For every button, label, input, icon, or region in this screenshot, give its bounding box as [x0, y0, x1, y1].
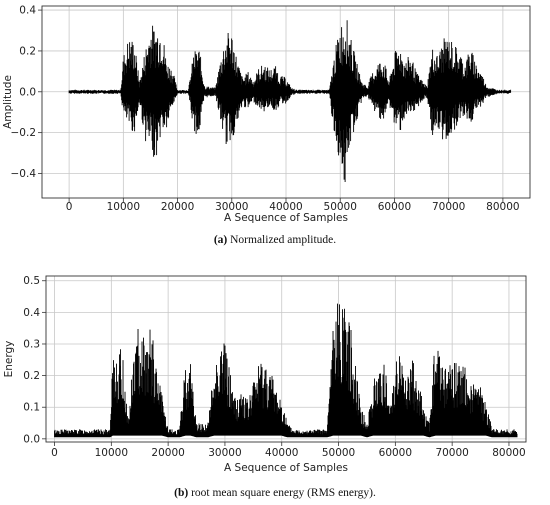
x-tick-label: 10000 — [107, 201, 140, 213]
axes-frame — [45, 275, 527, 443]
signal-series — [54, 303, 518, 438]
x-tick-label: 50000 — [324, 201, 357, 213]
plot-area: 0 10000 20000 30000 40000 50000 60000 70000 8000… — [2, 5, 531, 224]
caption-a-tag: (a) — [213, 234, 228, 246]
x-tick-label: 60000 — [379, 447, 412, 459]
y-tick-label: −0.4 — [11, 168, 37, 180]
y-tick-label: 0.0 — [23, 433, 40, 445]
x-tick-label: 20000 — [161, 201, 194, 213]
x-tick-label: 10000 — [95, 447, 128, 459]
caption-b-text: root mean square energy (RMS energy). — [188, 487, 376, 499]
amplitude-chart: 0 10000 20000 30000 40000 50000 60000 70000 8000… — [2, 5, 531, 224]
x-tick-label: 30000 — [208, 447, 241, 459]
caption-b: (b) root mean square energy (RMS energy)… — [0, 487, 550, 499]
x-tick-label: 50000 — [322, 447, 355, 459]
x-axis-label: A Sequence of Samples — [224, 212, 348, 224]
caption-a-text: Normalized amplitude. — [227, 234, 337, 246]
y-axis-label: Amplitude — [2, 75, 14, 129]
y-axis-label: Energy — [3, 341, 15, 378]
x-tick-label: 80000 — [492, 447, 525, 459]
y-tick-label: 0.4 — [19, 5, 36, 17]
x-tick-label: 40000 — [265, 447, 298, 459]
y-tick-label: 0.3 — [23, 338, 40, 350]
y-tick-label: 0.4 — [23, 307, 40, 319]
y-tick-label: −0.2 — [11, 127, 37, 139]
caption-b-tag: (b) — [174, 487, 189, 499]
x-tick-label: 30000 — [215, 201, 248, 213]
y-tick-label: 0.1 — [23, 402, 40, 414]
x-tick-label: 70000 — [432, 201, 465, 213]
x-tick-label: 60000 — [378, 201, 411, 213]
x-tick-label: 80000 — [486, 201, 519, 213]
x-tick-label: 0 — [66, 201, 73, 213]
energy-chart: 0 10000 20000 30000 40000 50000 60000 70000 8000… — [3, 275, 527, 474]
signal-series — [68, 20, 512, 183]
y-tick-label: 0.2 — [23, 370, 40, 382]
x-tick-label: 70000 — [435, 447, 468, 459]
y-tick-label: 0.2 — [19, 45, 36, 57]
y-tick-label: 0.5 — [23, 275, 40, 287]
caption-a: (a) Normalized amplitude. — [0, 234, 550, 246]
x-tick-label: 0 — [51, 447, 58, 459]
x-axis-label: A Sequence of Samples — [224, 462, 348, 474]
x-tick-label: 40000 — [269, 201, 302, 213]
y-tick-label: 0.0 — [19, 86, 36, 98]
x-tick-label: 20000 — [151, 447, 184, 459]
plot-area: 0 10000 20000 30000 40000 50000 60000 70000 8000… — [3, 275, 527, 474]
